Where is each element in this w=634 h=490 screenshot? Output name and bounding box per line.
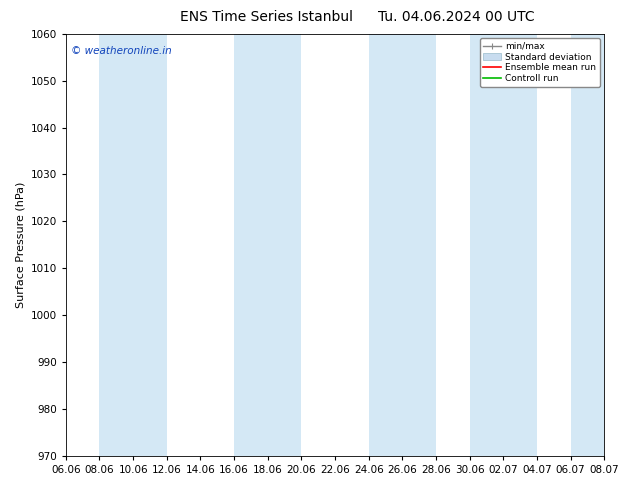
Text: Tu. 04.06.2024 00 UTC: Tu. 04.06.2024 00 UTC [378, 10, 535, 24]
Bar [100, 34, 167, 456]
Legend: min/max, Standard deviation, Ensemble mean run, Controll run: min/max, Standard deviation, Ensemble me… [480, 38, 600, 87]
Bar [571, 34, 634, 456]
Bar [470, 34, 537, 456]
Text: ENS Time Series Istanbul: ENS Time Series Istanbul [180, 10, 353, 24]
Bar [368, 34, 436, 456]
Bar [234, 34, 301, 456]
Text: © weatheronline.in: © weatheronline.in [71, 47, 172, 56]
Y-axis label: Surface Pressure (hPa): Surface Pressure (hPa) [15, 182, 25, 308]
